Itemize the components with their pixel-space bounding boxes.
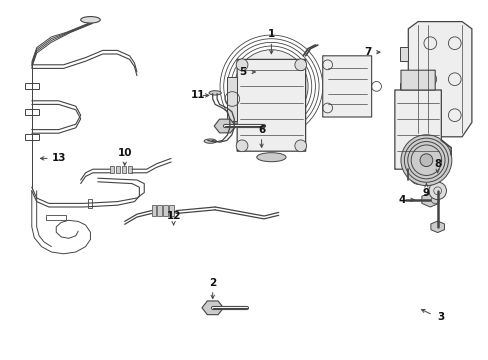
FancyBboxPatch shape [394, 90, 441, 169]
Text: 2: 2 [209, 278, 216, 288]
Bar [25, 84, 39, 89]
Text: 9: 9 [422, 188, 429, 198]
FancyBboxPatch shape [322, 56, 371, 117]
Text: 8: 8 [433, 159, 440, 169]
Circle shape [294, 140, 306, 152]
Ellipse shape [81, 17, 100, 23]
Bar [122, 166, 126, 173]
Bar [25, 134, 39, 140]
Bar [127, 166, 132, 173]
Bar [88, 199, 92, 208]
Text: 3: 3 [437, 312, 444, 322]
Text: 12: 12 [166, 211, 181, 221]
Bar [163, 205, 167, 216]
Circle shape [400, 135, 451, 186]
Bar [110, 166, 114, 173]
Circle shape [236, 140, 247, 152]
Text: 13: 13 [51, 153, 66, 163]
Bar [169, 205, 173, 216]
Text: 6: 6 [258, 125, 264, 135]
Bar [25, 109, 39, 114]
Polygon shape [430, 221, 444, 233]
Bar [151, 205, 156, 216]
Circle shape [419, 154, 432, 167]
Bar [116, 166, 120, 173]
Circle shape [236, 59, 247, 71]
Text: 10: 10 [117, 148, 132, 158]
Bar [227, 77, 237, 121]
Polygon shape [421, 193, 438, 207]
Circle shape [234, 50, 307, 123]
Bar [400, 83, 407, 97]
Ellipse shape [256, 153, 285, 162]
Ellipse shape [209, 91, 221, 95]
FancyBboxPatch shape [400, 70, 434, 90]
Text: 1: 1 [267, 29, 274, 39]
Bar [400, 47, 407, 61]
Circle shape [428, 182, 446, 199]
Text: 4: 4 [398, 195, 405, 205]
Text: 5: 5 [239, 67, 246, 77]
FancyBboxPatch shape [237, 59, 305, 151]
Text: 11: 11 [190, 90, 205, 100]
Bar [157, 205, 162, 216]
Circle shape [294, 59, 306, 71]
Polygon shape [202, 301, 223, 315]
Polygon shape [407, 22, 471, 137]
Text: 7: 7 [364, 47, 371, 57]
Ellipse shape [204, 139, 216, 143]
Bar [46, 215, 66, 220]
Circle shape [409, 168, 425, 184]
Circle shape [260, 76, 282, 97]
Circle shape [251, 67, 290, 106]
Polygon shape [214, 119, 235, 133]
